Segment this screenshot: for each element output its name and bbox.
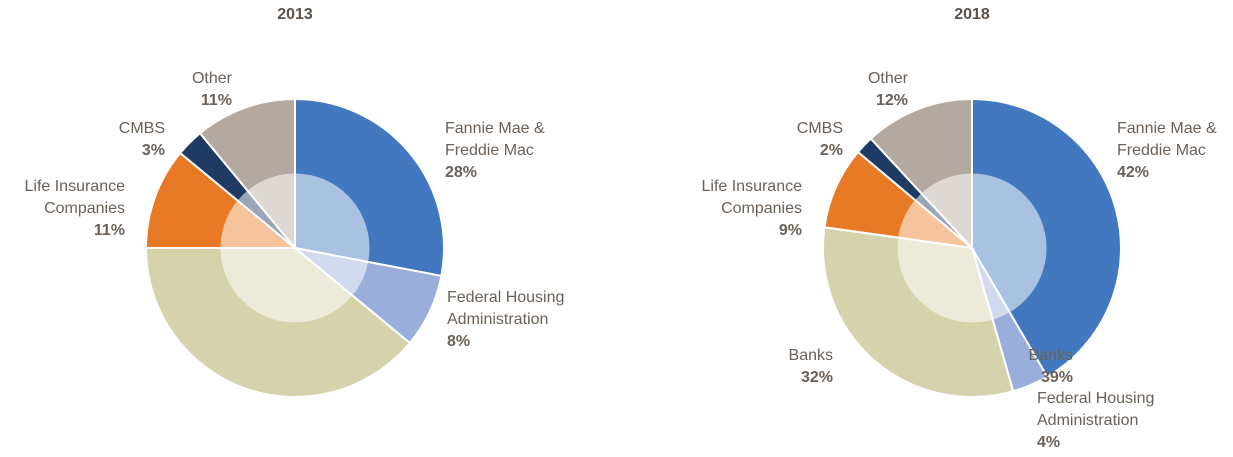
value-label: 8% [447,333,471,350]
category-label: CMBS [796,120,843,137]
category-label: Federal Housing Administration [1037,390,1155,429]
category-label: Banks [788,347,833,364]
category-label: Banks [1028,347,1073,364]
category-label: Life Insurance Companies [24,178,125,217]
value-label: 2% [819,142,843,159]
slice-label: Banks 39% [993,345,1073,389]
value-label: 11% [200,92,232,109]
value-label: 39% [1040,369,1073,386]
category-label: Federal Housing Administration [447,289,565,328]
value-label: 11% [93,222,125,239]
value-label: 3% [141,142,165,159]
value-label: 9% [778,222,802,239]
chart-title: 2018 [954,6,990,23]
slice-label: Federal Housing Administration 4% [1037,388,1177,454]
slice-label: CMBS 2% [763,118,843,162]
slice-label: Fannie Mae & Freddie Mac 28% [445,118,565,184]
slice-label: Fannie Mae & Freddie Mac 42% [1117,118,1233,184]
slice-label: Life Insurance Companies 9% [677,176,802,242]
slice-label: CMBS 3% [85,118,165,162]
category-label: Other [867,70,908,87]
value-label: 42% [1117,164,1150,181]
category-label: Life Insurance Companies [701,178,802,217]
slice-label: Other 12% [828,68,908,112]
value-label: 28% [445,164,478,181]
value-label: 12% [875,92,908,109]
slice-label: Banks 32% [753,345,833,389]
slice-label: Federal Housing Administration 8% [447,287,587,353]
category-label: Fannie Mae & Freddie Mac [1117,120,1217,159]
value-label: 4% [1037,434,1061,451]
category-label: CMBS [118,120,165,137]
slice-label: Life Insurance Companies 11% [0,176,125,242]
chart-title: 2013 [277,6,313,23]
pie-slice [144,247,412,398]
category-label: Other [191,70,232,87]
category-label: Fannie Mae & Freddie Mac [445,120,545,159]
slice-label: Other 11% [152,68,232,112]
inner-highlight [220,173,370,323]
value-label: 32% [800,369,833,386]
inner-highlight [897,173,1047,323]
